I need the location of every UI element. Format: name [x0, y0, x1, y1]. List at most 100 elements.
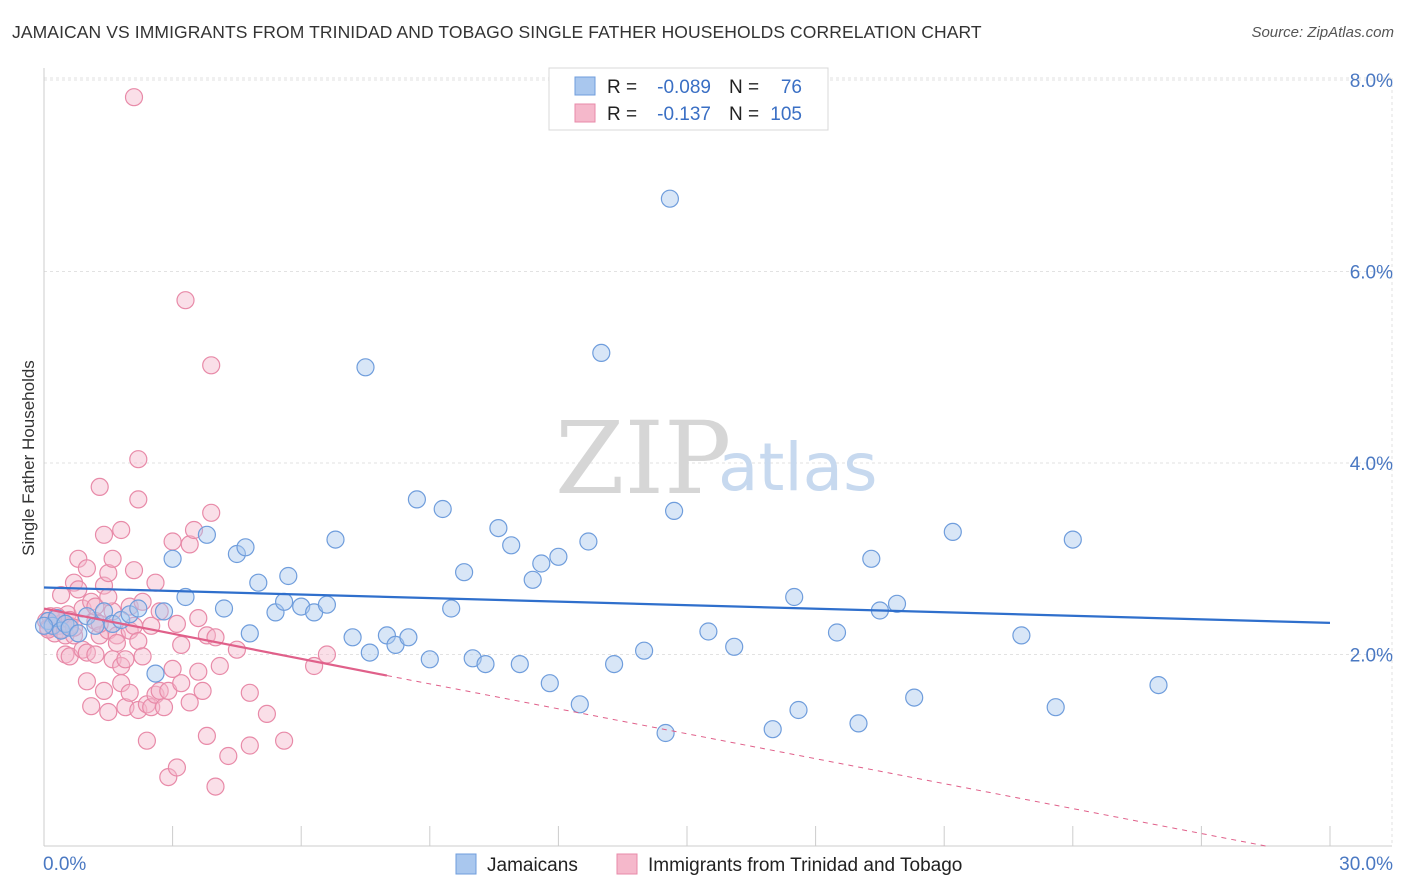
point-jamaicans-46	[510, 654, 529, 674]
point-jamaicans-52	[579, 532, 598, 551]
point-jamaicans-73	[1063, 530, 1082, 549]
series-jamaicans-points	[34, 189, 1168, 743]
point-trinidad-85	[210, 656, 229, 676]
point-jamaicans-44	[489, 518, 508, 538]
point-trinidad-91	[275, 731, 294, 750]
point-jamaicans-31	[343, 628, 362, 647]
point-jamaicans-47	[523, 570, 542, 589]
point-trinidad-42	[112, 520, 131, 540]
trend-line-jamaicans	[43, 586, 1331, 625]
point-trinidad-83	[206, 777, 225, 796]
y-tick-label-2: 6.0%	[1350, 263, 1393, 284]
x-tick-labels: 0.0% 30.0%	[43, 854, 1393, 875]
point-trinidad-61	[146, 573, 165, 592]
point-trinidad-36	[103, 549, 122, 568]
point-jamaicans-26	[279, 566, 298, 586]
point-jamaicans-15	[154, 602, 174, 621]
y-tick-labels: 2.0% 4.0% 6.0% 8.0%	[1350, 71, 1393, 667]
y-axis-label: Single Father Households	[19, 360, 38, 556]
point-trinidad-40	[107, 633, 127, 653]
point-trinidad-69	[163, 532, 182, 551]
point-trinidad-71	[167, 758, 186, 777]
point-jamaicans-49	[540, 674, 559, 693]
point-trinidad-75	[180, 693, 199, 712]
point-trinidad-73	[172, 674, 191, 693]
point-jamaicans-14	[146, 664, 165, 683]
chart-title: JAMAICAN VS IMMIGRANTS FROM TRINIDAD AND…	[12, 22, 982, 42]
point-trinidad-86	[219, 746, 238, 766]
point-trinidad-27	[86, 645, 105, 664]
axes	[43, 68, 1392, 847]
point-jamaicans-41	[455, 563, 474, 582]
x-tick-label-1: 30.0%	[1339, 854, 1393, 875]
point-jamaicans-51	[570, 695, 589, 714]
point-trinidad-12	[51, 585, 71, 605]
point-jamaicans-33	[360, 643, 379, 662]
grid-lines	[44, 77, 1393, 846]
point-jamaicans-17	[176, 587, 195, 607]
point-trinidad-49	[124, 561, 144, 580]
trend-line-trinidad	[43, 607, 388, 677]
point-trinidad-54	[129, 450, 148, 469]
point-jamaicans-55	[634, 641, 654, 660]
point-trinidad-70	[167, 614, 186, 634]
bottom-legend-label-trinidad: Immigrants from Trinidad and Tobago	[648, 855, 962, 876]
point-jamaicans-75	[34, 616, 54, 635]
point-jamaicans-40	[442, 599, 461, 618]
point-jamaicans-23	[249, 573, 268, 592]
point-jamaicans-32	[356, 358, 375, 377]
point-jamaicans-62	[785, 587, 804, 607]
point-trinidad-72	[172, 635, 191, 655]
point-trinidad-95	[176, 291, 195, 310]
point-jamaicans-13	[129, 599, 148, 618]
series-trinidad-points	[36, 88, 336, 796]
point-trinidad-79	[193, 681, 212, 701]
point-jamaicans-54	[604, 654, 624, 674]
point-jamaicans-70	[943, 522, 962, 542]
point-jamaicans-64	[827, 623, 847, 642]
point-trinidad-58	[137, 731, 156, 750]
point-jamaicans-72	[1046, 698, 1065, 717]
point-trinidad-90	[257, 704, 276, 724]
point-trinidad-93	[317, 645, 336, 664]
point-trinidad-21	[77, 559, 97, 578]
point-trinidad-94	[124, 88, 144, 107]
point-trinidad-51	[129, 631, 148, 651]
point-jamaicans-45	[502, 536, 521, 555]
bottom-legend-swatch-jamaicans	[455, 853, 477, 875]
watermark-zip: ZIP	[555, 400, 731, 517]
point-trinidad-63	[150, 602, 169, 621]
trend-line-trinidad-extension	[386, 675, 1266, 847]
point-jamaicans-69	[905, 688, 924, 707]
bottom-legend: Jamaicans Immigrants from Trinidad and T…	[455, 853, 962, 876]
point-trinidad-96	[202, 356, 221, 375]
point-jamaicans-21	[236, 538, 255, 557]
point-trinidad-32	[94, 525, 114, 544]
legend-r-label-1: R =	[607, 104, 637, 125]
watermark-atlas: atlas	[718, 429, 878, 506]
legend-swatch-trinidad	[574, 103, 596, 123]
point-trinidad-65	[154, 698, 174, 717]
point-jamaicans-43	[476, 654, 495, 674]
point-jamaicans-74	[1149, 675, 1168, 695]
point-jamaicans-58	[664, 501, 684, 520]
point-jamaicans-59	[699, 622, 718, 641]
point-trinidad-87	[227, 640, 246, 659]
point-jamaicans-57	[660, 189, 680, 208]
legend-r-value-0: -0.089	[657, 77, 711, 98]
point-trinidad-78	[189, 662, 208, 681]
y-tick-label-3: 8.0%	[1350, 71, 1393, 92]
legend-n-value-0: 76	[781, 77, 802, 98]
point-jamaicans-30	[326, 530, 345, 549]
point-jamaicans-56	[656, 723, 675, 743]
point-jamaicans-19	[214, 599, 234, 618]
point-trinidad-28	[90, 477, 109, 496]
point-jamaicans-48	[532, 554, 551, 573]
legend-n-value-1: 105	[770, 104, 802, 125]
point-jamaicans-39	[433, 499, 452, 519]
y-tick-label-0: 2.0%	[1350, 646, 1393, 667]
point-jamaicans-50	[549, 547, 568, 566]
point-trinidad-25	[82, 697, 101, 716]
point-trinidad-23	[77, 672, 97, 691]
